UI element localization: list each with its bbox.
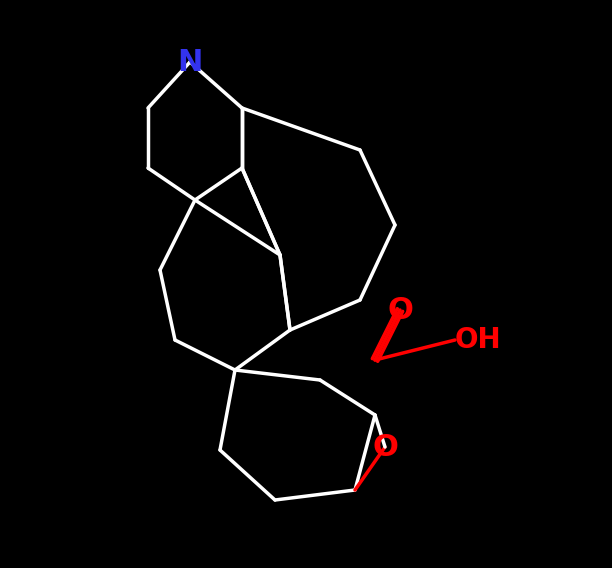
Text: O: O	[387, 295, 413, 324]
Text: OH: OH	[455, 326, 502, 354]
Text: N: N	[177, 48, 203, 77]
Text: O: O	[372, 432, 398, 461]
